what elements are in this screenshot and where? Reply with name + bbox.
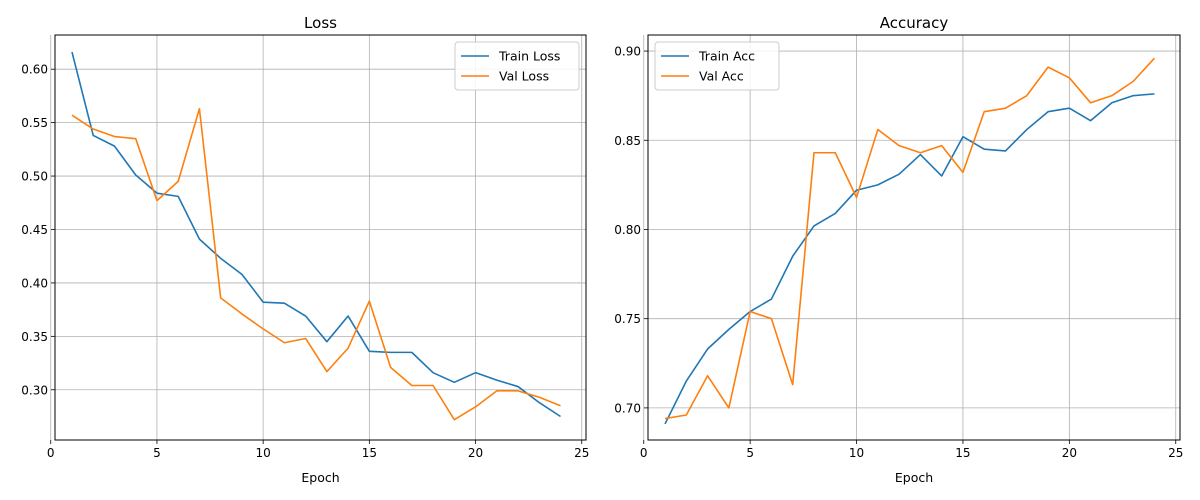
loss-ytick-label: 0.30 xyxy=(21,383,48,397)
loss-xlabel: Epoch xyxy=(301,470,339,485)
loss-ytick-label: 0.40 xyxy=(21,276,48,290)
accuracy-ytick-label: 0.75 xyxy=(614,312,641,326)
loss-ytick-label: 0.50 xyxy=(21,170,48,184)
loss-legend-box xyxy=(454,41,580,91)
loss-panel: 0 5 10 15 20 25 0.30 0.35 0.40 0.45 0.50 0.55 0.60 L… xyxy=(21,14,589,485)
accuracy-series xyxy=(664,57,1156,425)
accuracy-xtick-label: 25 xyxy=(1168,446,1183,460)
accuracy-ytick-label: 0.80 xyxy=(614,223,641,237)
accuracy-ytick-label: 0.70 xyxy=(614,401,641,415)
accuracy-xtick-label: 15 xyxy=(955,446,970,460)
loss-xtick-label: 0 xyxy=(47,446,55,460)
accuracy-panel: 0 5 10 15 20 250.700.750.800.850.90 Accuracy … xyxy=(614,14,1183,485)
accuracy-axes-frame xyxy=(647,34,1181,441)
loss-xtick-label: 5 xyxy=(153,446,161,460)
loss-legend-label-val-loss: Val Loss xyxy=(499,69,549,84)
accuracy-legend-label-train-acc: Train Acc xyxy=(698,49,755,64)
accuracy-xlabel: Epoch xyxy=(895,470,933,485)
loss-ytick-label: 0.60 xyxy=(21,63,48,77)
loss-series xyxy=(71,51,561,421)
loss-title: Loss xyxy=(304,14,337,32)
loss-xtick-label: 15 xyxy=(362,446,377,460)
accuracy-xtick-label: 20 xyxy=(1062,446,1077,460)
loss-legend: Train Loss Val Loss xyxy=(454,41,580,91)
accuracy-title: Accuracy xyxy=(880,14,949,32)
loss-xtick-label: 20 xyxy=(468,446,483,460)
loss-ytick-label: 0.35 xyxy=(21,330,48,344)
accuracy-series-train-acc xyxy=(664,93,1155,425)
loss-axes-frame xyxy=(54,34,587,441)
accuracy-ytick-label: 0.90 xyxy=(614,45,641,59)
loss-ytick-label: 0.45 xyxy=(21,223,48,237)
accuracy-series-val-acc xyxy=(664,57,1156,420)
loss-legend-label-train-loss: Train Loss xyxy=(498,49,560,64)
loss-xtick-label: 10 xyxy=(256,446,271,460)
accuracy-legend: Train Acc Val Acc xyxy=(654,41,780,91)
loss-series-val-loss xyxy=(71,107,561,421)
loss-xtick-label: 25 xyxy=(574,446,589,460)
loss-ytick-label: 0.55 xyxy=(21,116,48,130)
accuracy-xtick-label: 10 xyxy=(849,446,864,460)
accuracy-xtick-label: 5 xyxy=(746,446,754,460)
accuracy-legend-label-val-acc: Val Acc xyxy=(699,69,744,84)
loss-ticks: 0 5 10 15 20 25 0.30 0.35 0.40 0.45 0.50 0.55 0.60 xyxy=(21,63,589,460)
accuracy-ytick-label: 0.85 xyxy=(614,134,641,148)
accuracy-legend-box xyxy=(654,41,780,91)
accuracy-xtick-label: 0 xyxy=(640,446,648,460)
accuracy-ticks: 0 5 10 15 20 25 0.70 0.75 0.80 0.85 0.90 xyxy=(614,45,1183,460)
